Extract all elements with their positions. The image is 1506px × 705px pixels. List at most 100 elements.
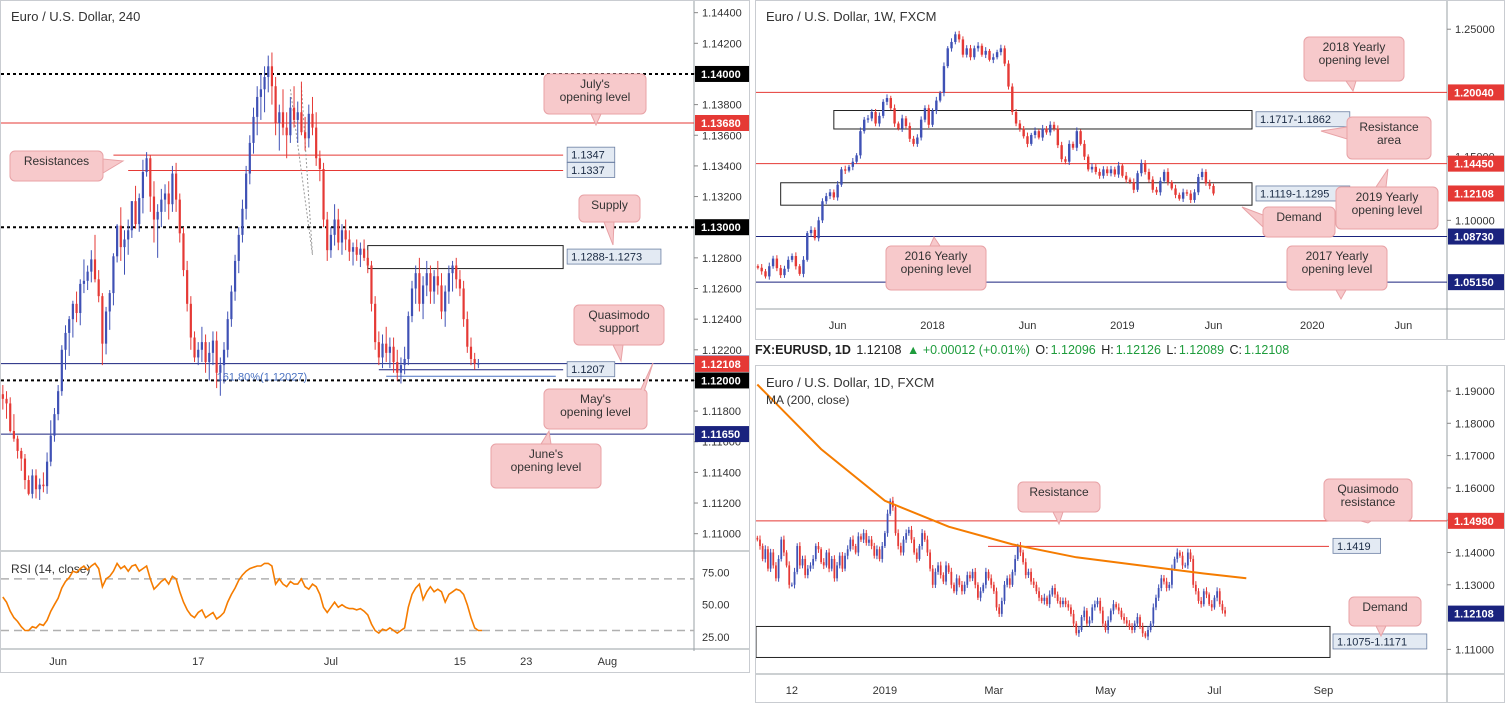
p2-candle (995, 52, 999, 58)
p3-candle (921, 533, 924, 547)
p1-price-tag: 1.11650 (701, 429, 740, 441)
annotation-text: area (1377, 133, 1401, 147)
p1-candle (377, 342, 380, 358)
p2-candle (969, 48, 972, 58)
annotation-box-fill (887, 247, 985, 289)
annotation-pointer (1345, 80, 1357, 93)
p2-candle (1094, 166, 1098, 172)
p1-candle (241, 208, 244, 235)
p1-candle (326, 219, 329, 251)
p1-candle (1, 394, 4, 399)
p3-candle (947, 565, 950, 572)
p3-candle (1117, 607, 1120, 611)
annotation-text: support (599, 321, 640, 335)
annotation-pointer (929, 235, 941, 247)
p3-y-tick-label: 1.17000 (1455, 451, 1495, 463)
p3-candle (899, 546, 902, 553)
p2-candle (809, 229, 813, 234)
p3-zone (756, 625, 1331, 658)
p3-candle (1115, 604, 1118, 608)
chart-panel-4h: 1.14400 1.14200 1.14000 1.13800 1.13600 1.134… (0, 0, 750, 673)
p2-candle (1124, 175, 1128, 180)
p1-candle (141, 172, 145, 199)
chart-4h-canvas: 1.14400 1.14200 1.14000 1.13800 1.13600 1.134… (1, 1, 749, 668)
p1-candle (381, 343, 384, 358)
p3-candle (1221, 604, 1224, 611)
p2-candle (889, 98, 892, 109)
p1-candle (418, 273, 421, 304)
p2-candle (836, 184, 839, 198)
p2-candle (954, 34, 957, 42)
p1-candle (230, 291, 233, 320)
symbol-label: FX:EURUSD, 1D (755, 343, 851, 357)
p3-price-tag-bg (1448, 512, 1504, 529)
p1-y-tick-label: 1.13600 (702, 130, 742, 142)
p1-candle (174, 173, 178, 200)
p2-candle (1022, 128, 1025, 137)
p3-candle (846, 549, 849, 556)
p1-candle (86, 271, 89, 281)
annotation-text: 2019 Yearly (1356, 190, 1419, 204)
p1-candle (455, 265, 458, 280)
p1-candle (75, 303, 78, 314)
p3-candle (820, 549, 823, 563)
p1-candle (421, 285, 425, 304)
p1-candle (374, 303, 377, 343)
annotation-text: 2016 Yearly (905, 249, 968, 263)
p3-candle (785, 552, 788, 566)
p3-candle (868, 539, 870, 543)
p3-x-tick-label: Jul (1207, 685, 1221, 697)
p3-candle (1062, 600, 1064, 605)
p2-candle (1140, 163, 1143, 174)
p3-candle (1202, 591, 1205, 605)
p1-y-tick-label: 1.12800 (702, 253, 742, 265)
p3-candle (910, 529, 913, 540)
p1-candle (451, 265, 454, 274)
p1-candle (160, 199, 163, 212)
p2-candle (1132, 182, 1135, 190)
p1-candle (189, 303, 192, 338)
p2-candle (950, 41, 953, 49)
p1-candle (222, 349, 226, 366)
annotation-text: opening level (560, 405, 631, 419)
p1-candle (134, 201, 137, 225)
p1-rsi-tick-label: 75.00 (702, 567, 730, 579)
p3-x-tick-label: Mar (984, 685, 1003, 697)
p3-y-tick-label: 1.11000 (1455, 644, 1494, 656)
p3-candle (1019, 546, 1022, 553)
p3-candle (870, 539, 873, 547)
p2-candle (798, 266, 801, 274)
annotation-text: Quasimodo (1337, 482, 1399, 496)
annotation-box-fill (580, 196, 639, 221)
p3-candle (977, 584, 979, 598)
p3-candle (1054, 588, 1056, 595)
p3-candle (1075, 623, 1078, 634)
p3-price-tag-bg (1448, 605, 1504, 622)
annotation-pointer (590, 113, 602, 127)
p2-candle (790, 256, 794, 260)
p1-candle (226, 319, 229, 350)
p3-candle (1197, 591, 1200, 601)
p3-price-tag: 1.12108 (1454, 609, 1494, 621)
p2-candle (1087, 156, 1090, 170)
p2-candle (1090, 166, 1094, 170)
p3-candle (995, 591, 998, 608)
p1-candle (407, 316, 410, 359)
p2-candle (1159, 180, 1162, 193)
p2-candle (878, 115, 881, 124)
p3-candle (790, 584, 793, 586)
p3-candle (828, 552, 830, 569)
p1-y-tick-label: 1.12600 (702, 283, 742, 295)
p2-candle (783, 268, 786, 276)
p1-candle (156, 211, 159, 220)
p2-candle (828, 192, 832, 197)
symbol-info-bar: FX:EURUSD, 1D 1.12108 ▲ +0.00012 (+0.01%… (755, 343, 1505, 363)
p2-candle (980, 45, 984, 55)
p3-candle (857, 536, 860, 553)
p3-candle (1035, 584, 1038, 592)
p3-candle (801, 558, 804, 566)
p1-candle (351, 247, 355, 252)
p3-candle (894, 507, 897, 534)
p3-candle (1163, 578, 1165, 582)
p1-candle (263, 77, 266, 90)
